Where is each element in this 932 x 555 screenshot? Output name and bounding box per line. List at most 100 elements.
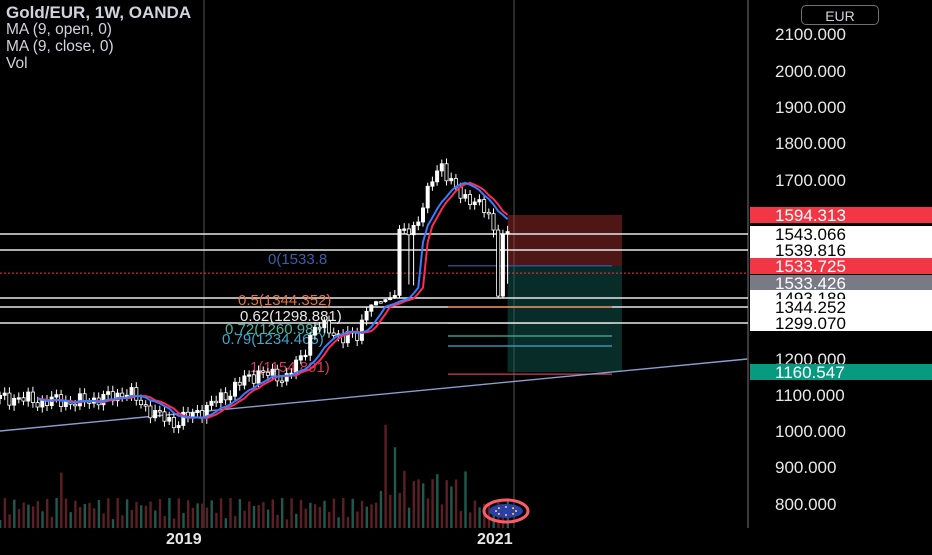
eu-event-icon: [482, 498, 530, 524]
volume-bar: [121, 515, 124, 528]
volume-bar: [144, 505, 148, 528]
volume-bar: [478, 507, 481, 528]
volume-bar: [83, 503, 86, 528]
candle-body: [369, 304, 374, 312]
eu-star: [515, 510, 517, 512]
volume-bar: [135, 501, 138, 528]
candle-body: [303, 354, 308, 358]
volume-bar: [431, 479, 434, 528]
volume-bar: [332, 498, 336, 528]
ma-close-line: [37, 181, 509, 420]
volume-bar: [111, 519, 115, 528]
candle-body: [176, 425, 181, 429]
candle-body: [308, 334, 313, 356]
volume-bar: [177, 498, 180, 528]
price-tag-label: 1594.313: [775, 206, 846, 225]
candle-body: [7, 392, 12, 406]
volume-bar: [295, 513, 298, 528]
price-tag-bg: [750, 226, 932, 242]
candle-body: [26, 391, 31, 402]
volume-bar: [27, 504, 30, 528]
volume-bar: [238, 499, 242, 528]
fib-level-label: 0.5(1344.352): [238, 292, 331, 309]
candle-body: [397, 228, 402, 296]
volume-bar: [163, 515, 166, 528]
trendline: [0, 358, 748, 432]
volume-bar: [370, 504, 373, 528]
price-tag-label: 1299.070: [775, 314, 846, 333]
candle-body: [35, 402, 40, 408]
eu-star: [495, 510, 497, 512]
candle-body: [120, 392, 125, 398]
volume-bar: [172, 518, 176, 528]
volume-bar: [375, 502, 378, 528]
price-tag-label: 1160.547: [775, 363, 845, 382]
candle-body: [247, 374, 252, 377]
y-axis-tick-label: 1000.000: [775, 422, 846, 441]
price-tag-label: 1533.426: [775, 274, 846, 293]
candle-body: [505, 231, 510, 235]
candle-body: [383, 299, 388, 303]
candle-body: [73, 403, 78, 407]
currency-button[interactable]: EUR: [801, 5, 879, 25]
candle-body: [420, 207, 425, 223]
volume-bar: [393, 447, 397, 528]
candle-body: [261, 370, 266, 373]
volume-bar: [473, 500, 477, 528]
volume-bar: [417, 479, 420, 528]
volume-bar: [285, 519, 289, 528]
ma-open-legend: MA (9, open, 0): [6, 21, 112, 38]
volume-bar: [36, 501, 39, 528]
price-tag-bg: [750, 242, 932, 258]
volume-bar: [182, 512, 185, 528]
volume-bar: [69, 512, 72, 528]
volume-bar: [299, 499, 303, 528]
volume-bar: [191, 507, 195, 528]
candle-body: [54, 394, 59, 398]
candle-body: [275, 368, 280, 382]
volume-bar: [229, 498, 232, 528]
volume-bar: [41, 511, 44, 528]
y-axis-tick-label: 1100.000: [775, 386, 845, 405]
volume-bar: [0, 520, 2, 528]
volume-bar: [248, 501, 251, 528]
volume-bar: [74, 500, 77, 528]
eu-star: [505, 514, 507, 516]
candle-body: [317, 326, 322, 330]
candle-body: [373, 301, 378, 306]
candle-body: [472, 201, 477, 205]
candle-body: [148, 405, 153, 419]
candle-body: [467, 194, 472, 205]
volume-bar: [459, 510, 462, 528]
volume-bar: [149, 501, 152, 528]
candle-body: [294, 359, 299, 374]
candle-body: [129, 387, 134, 396]
volume-bar: [450, 486, 453, 528]
volume-bar: [234, 516, 237, 528]
price-tag-label: 1543.066: [775, 225, 846, 244]
volume-bar: [3, 498, 7, 528]
volume-bar: [102, 513, 105, 528]
candle-body: [322, 320, 327, 329]
candle-body: [270, 368, 275, 376]
price-tag-bg: [750, 275, 932, 291]
candle-body: [0, 394, 3, 399]
candle-body: [359, 319, 364, 341]
volume-bar: [464, 471, 467, 528]
candle-body: [167, 417, 172, 422]
candle-body: [435, 170, 440, 183]
candle-body: [331, 332, 336, 336]
candle-body: [491, 213, 496, 231]
volume-bar: [342, 498, 345, 528]
volume-bar: [64, 498, 68, 528]
candle-body: [2, 392, 7, 396]
candle-body: [12, 397, 17, 406]
volume-bar: [125, 499, 129, 528]
candle-body: [279, 380, 284, 383]
candle-body: [209, 400, 214, 406]
ma-close-legend: MA (9, close, 0): [6, 38, 114, 55]
candle-body: [486, 212, 491, 215]
volume-bar: [271, 499, 274, 528]
